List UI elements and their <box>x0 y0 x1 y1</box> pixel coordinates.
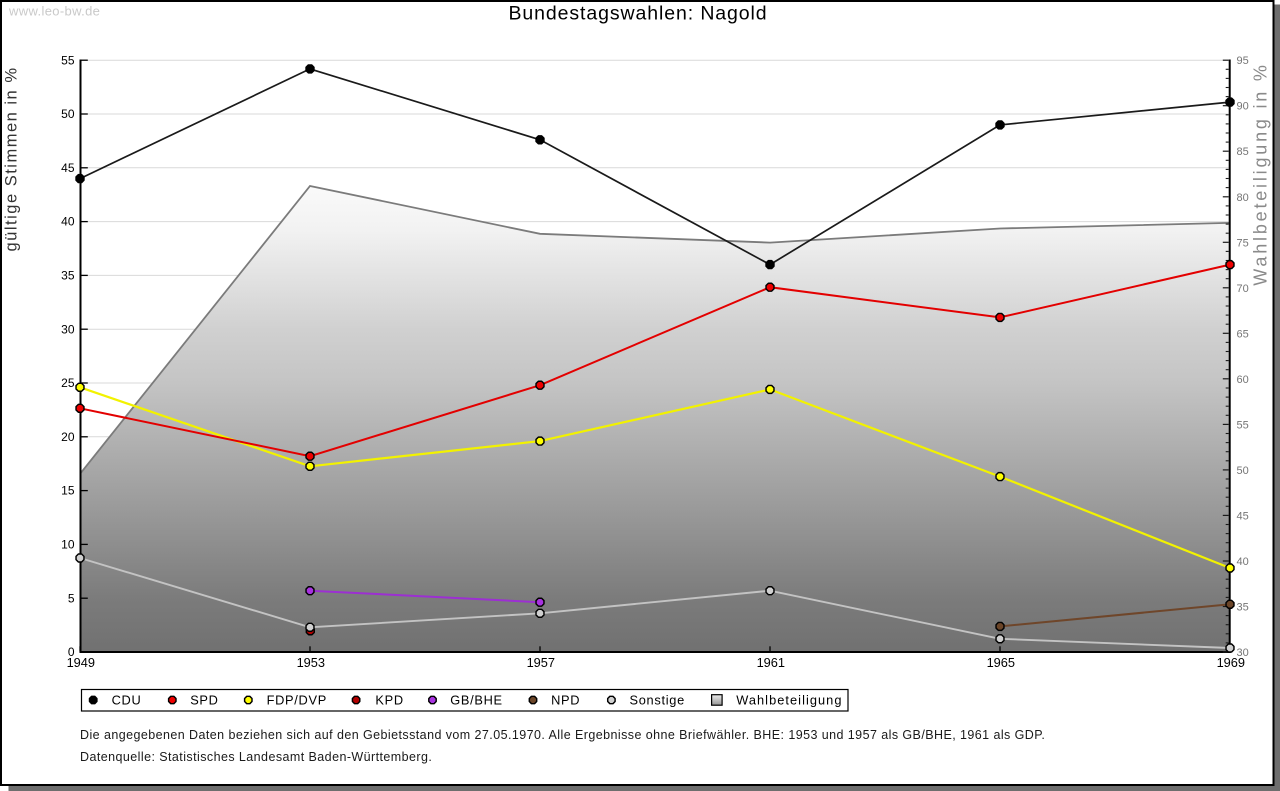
svg-text:www.leo-bw.de: www.leo-bw.de <box>8 4 100 19</box>
svg-text:1961: 1961 <box>757 655 785 670</box>
svg-text:NPD: NPD <box>551 693 580 708</box>
svg-text:Die angegebenen Daten beziehen: Die angegebenen Daten beziehen sich auf … <box>80 728 1045 742</box>
svg-text:Wahlbeteiligung in %: Wahlbeteiligung in % <box>1251 62 1271 285</box>
svg-text:Wahlbeteiligung: Wahlbeteiligung <box>736 693 842 708</box>
svg-text:60: 60 <box>1237 374 1249 386</box>
svg-text:90: 90 <box>1237 101 1249 113</box>
svg-text:5: 5 <box>68 591 75 605</box>
svg-text:55: 55 <box>61 53 75 67</box>
svg-text:Datenquelle: Statistisches Lan: Datenquelle: Statistisches Landesamt Bad… <box>80 750 432 764</box>
svg-text:95: 95 <box>1237 55 1249 67</box>
svg-text:15: 15 <box>61 484 75 498</box>
svg-text:1949: 1949 <box>67 655 95 670</box>
svg-text:FDP/DVP: FDP/DVP <box>267 693 327 708</box>
svg-text:80: 80 <box>1237 192 1249 204</box>
svg-text:0: 0 <box>68 645 75 659</box>
svg-text:gültige Stimmen in %: gültige Stimmen in % <box>3 67 21 252</box>
svg-text:65: 65 <box>1237 328 1249 340</box>
svg-text:40: 40 <box>1237 556 1249 568</box>
svg-text:1969: 1969 <box>1217 655 1245 670</box>
svg-text:35: 35 <box>61 269 75 283</box>
svg-text:50: 50 <box>61 107 75 121</box>
svg-text:25: 25 <box>61 376 75 390</box>
svg-text:1965: 1965 <box>987 655 1015 670</box>
svg-text:20: 20 <box>61 430 75 444</box>
svg-text:45: 45 <box>61 161 75 175</box>
svg-text:75: 75 <box>1237 237 1249 249</box>
svg-text:GB/BHE: GB/BHE <box>450 693 503 708</box>
svg-text:45: 45 <box>1237 510 1249 522</box>
svg-text:30: 30 <box>1237 647 1249 659</box>
svg-text:CDU: CDU <box>112 693 142 708</box>
svg-text:10: 10 <box>61 538 75 552</box>
svg-text:50: 50 <box>1237 465 1249 477</box>
svg-text:30: 30 <box>61 322 75 336</box>
svg-text:55: 55 <box>1237 419 1249 431</box>
svg-text:Sonstige: Sonstige <box>630 693 685 708</box>
svg-text:85: 85 <box>1237 146 1249 158</box>
svg-text:40: 40 <box>61 215 75 229</box>
svg-text:Bundestagswahlen: Nagold: Bundestagswahlen: Nagold <box>509 3 768 25</box>
svg-text:1957: 1957 <box>527 655 555 670</box>
svg-text:70: 70 <box>1237 283 1249 295</box>
svg-text:SPD: SPD <box>190 693 218 708</box>
svg-text:KPD: KPD <box>375 693 403 708</box>
svg-text:1953: 1953 <box>297 655 325 670</box>
svg-text:35: 35 <box>1237 602 1249 614</box>
